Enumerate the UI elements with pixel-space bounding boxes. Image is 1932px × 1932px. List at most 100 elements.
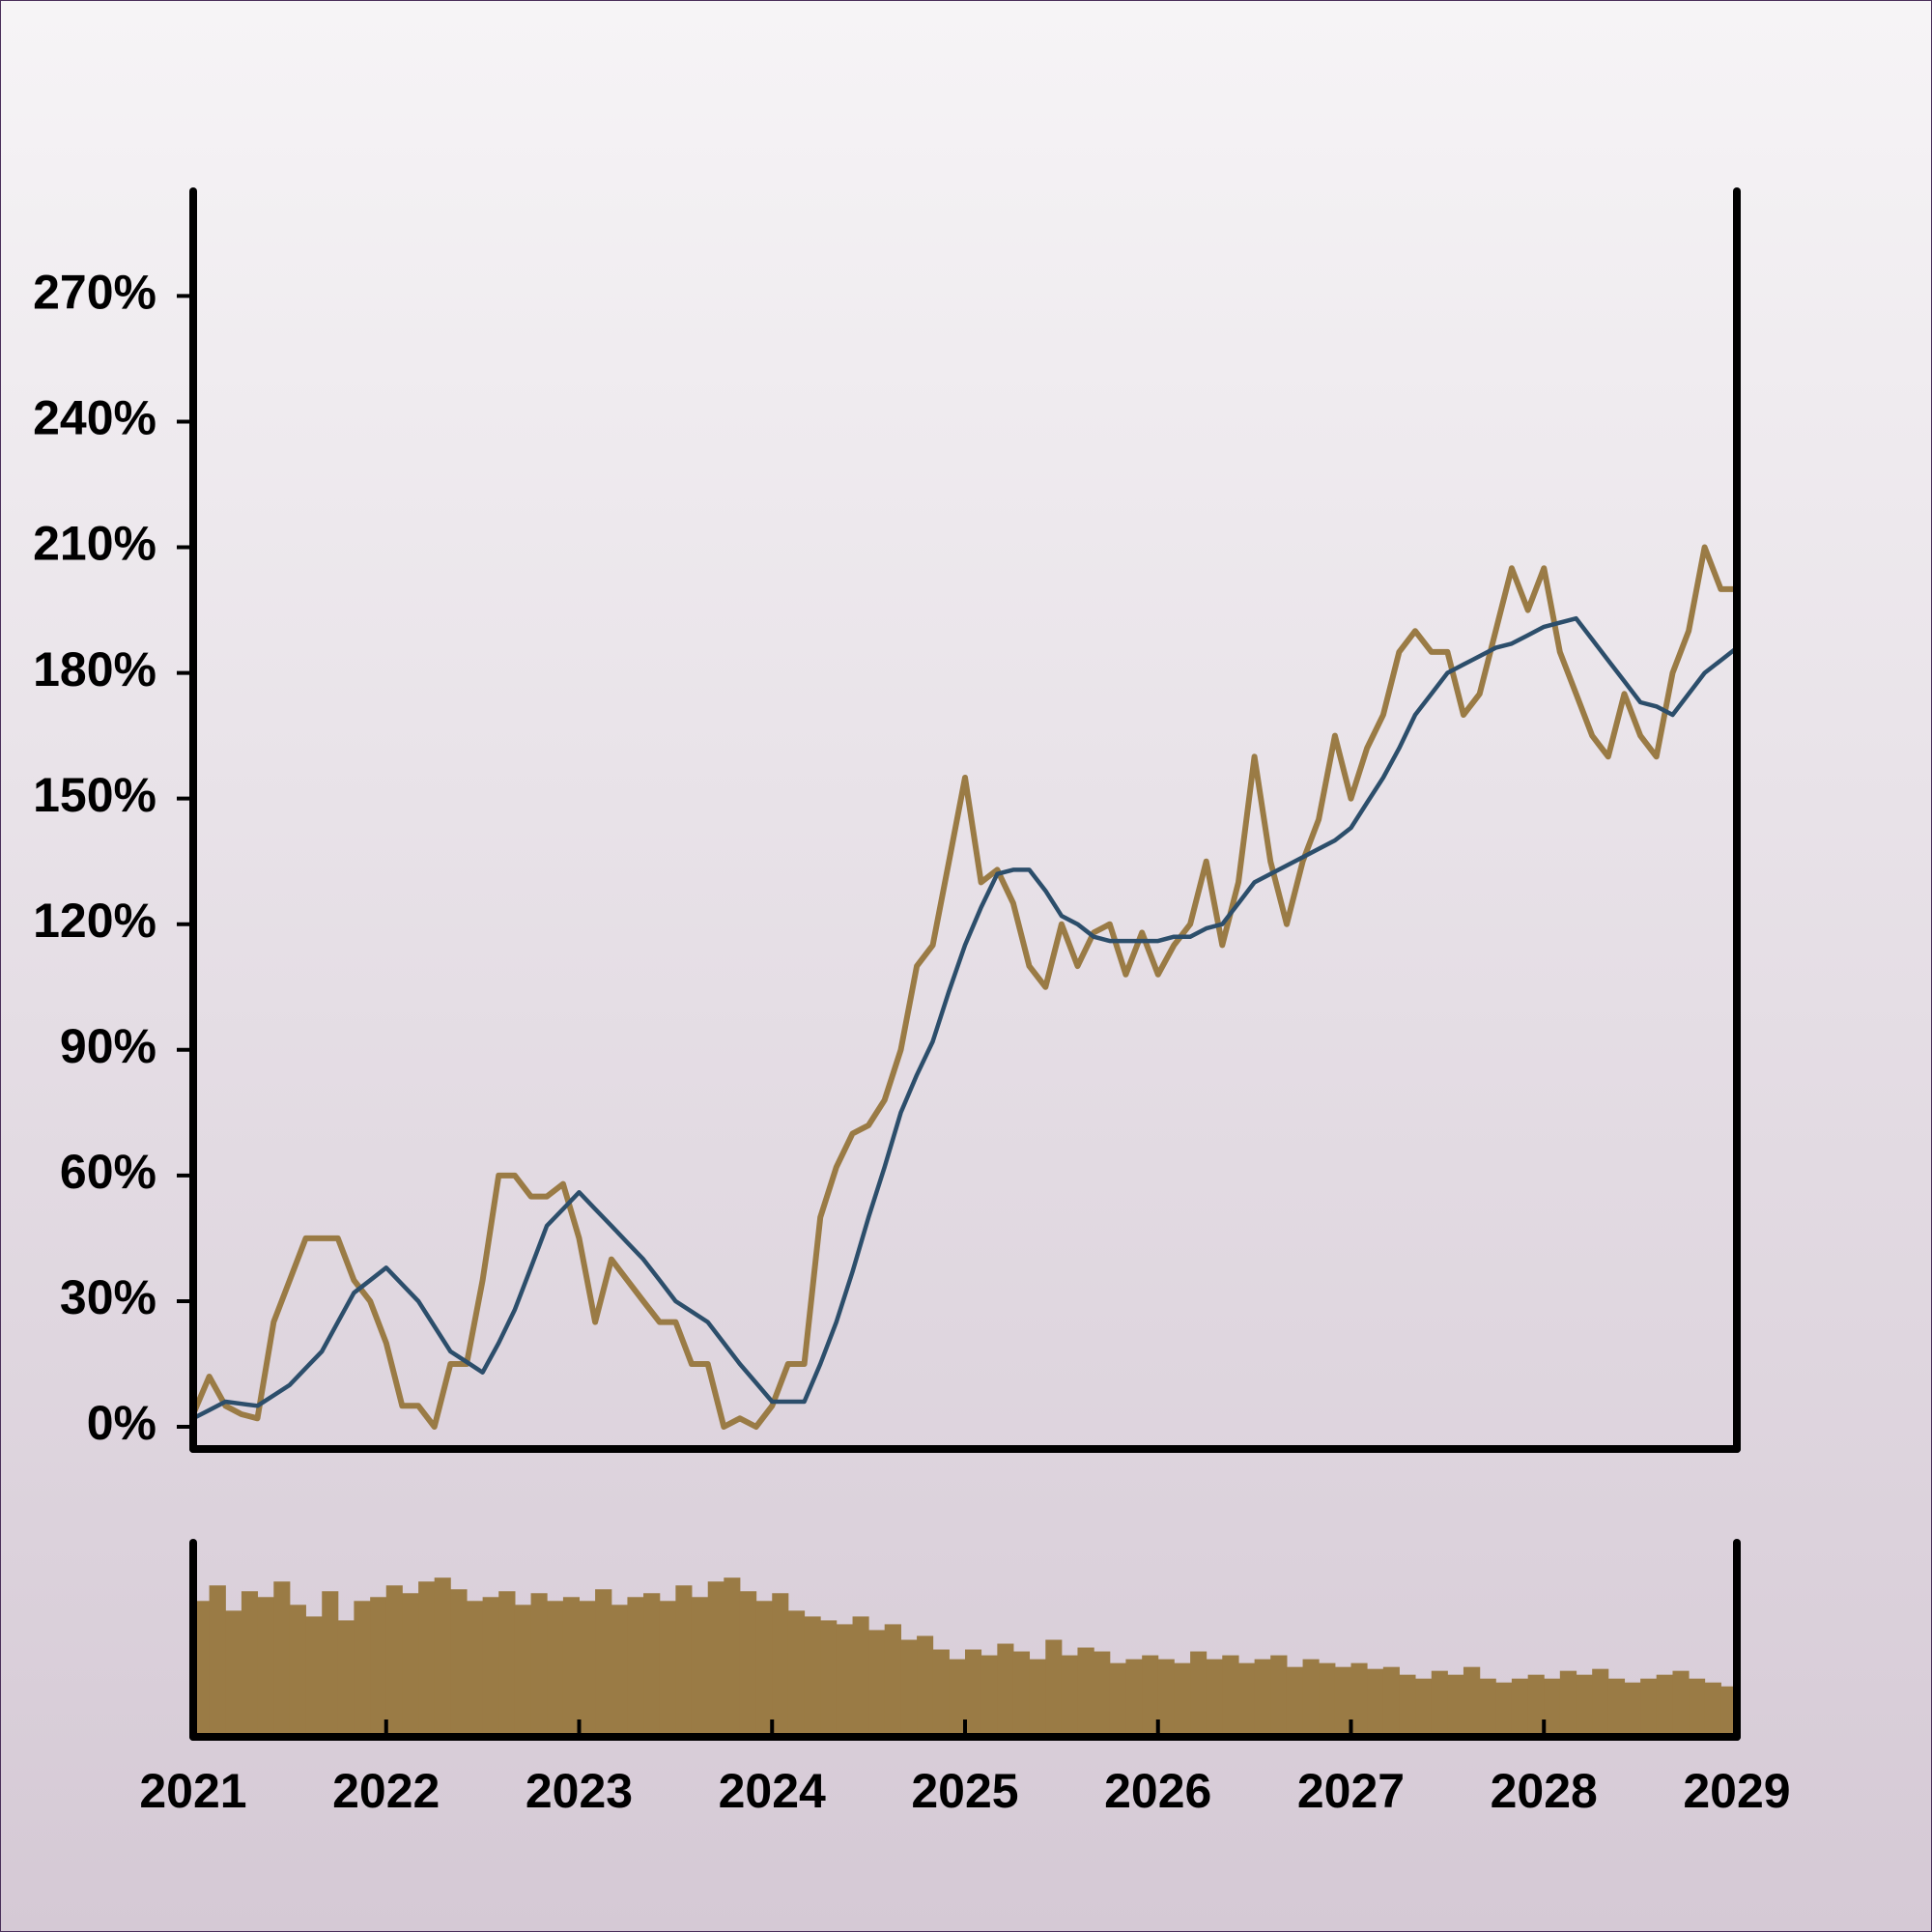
axes	[189, 187, 1741, 1741]
volume-bar	[1640, 1678, 1658, 1737]
volume-bar	[305, 1616, 323, 1737]
x-tick-label: 2028	[1491, 1764, 1598, 1818]
price-plot	[193, 544, 1737, 1430]
volume-bar	[1672, 1670, 1690, 1737]
x-tick-label: 2029	[1683, 1764, 1790, 1818]
volume-bar	[1656, 1674, 1673, 1737]
x-tick-label: 2024	[719, 1764, 826, 1818]
y-tick-label: 90%	[60, 1019, 156, 1073]
volume-bar	[1607, 1678, 1626, 1737]
volume-bar	[482, 1597, 499, 1737]
volume-bar	[852, 1616, 869, 1737]
y-tick-label: 0%	[87, 1396, 156, 1450]
x-tick-label: 2022	[332, 1764, 440, 1818]
volume-bar	[1479, 1678, 1496, 1737]
volume-bar	[547, 1601, 564, 1737]
volume-bar	[193, 1601, 211, 1737]
volume-bar	[1142, 1655, 1159, 1737]
volume-bar	[354, 1601, 371, 1737]
volume-bar	[514, 1605, 532, 1737]
volume-bar	[1367, 1668, 1384, 1737]
volume-bar	[467, 1601, 484, 1737]
volume-bar	[772, 1593, 789, 1737]
volume-bar	[257, 1597, 274, 1737]
volume-bar	[949, 1659, 966, 1737]
y-tick-label: 150%	[33, 768, 156, 822]
series-line	[193, 615, 1737, 1421]
y-tick-label: 210%	[33, 517, 156, 571]
volume-bar	[1190, 1651, 1208, 1737]
volume-bar	[562, 1597, 580, 1737]
y-tick-label: 240%	[33, 391, 156, 445]
volume-bar	[1045, 1639, 1063, 1737]
volume-bar	[980, 1655, 998, 1737]
volume-bar	[1270, 1655, 1288, 1737]
volume-bar	[385, 1585, 403, 1737]
volume-bar	[691, 1597, 709, 1737]
volume-bar	[418, 1581, 436, 1737]
volume-bar	[611, 1605, 628, 1737]
volume-bar	[820, 1620, 838, 1737]
volume-bar	[1382, 1666, 1400, 1737]
volume-bar	[1527, 1674, 1545, 1737]
volume-bar	[643, 1593, 661, 1737]
volume-bar	[932, 1649, 950, 1737]
volume-bar	[1704, 1682, 1721, 1737]
volume-bar	[1689, 1678, 1706, 1737]
y-tick-label: 180%	[33, 642, 156, 696]
volume-bar	[836, 1624, 854, 1737]
volume-bar	[1302, 1659, 1320, 1737]
volume-bar	[1206, 1659, 1223, 1737]
volume-bar	[1495, 1682, 1513, 1737]
volume-bar	[1029, 1659, 1046, 1737]
volume-bar	[370, 1597, 387, 1737]
volume-bar	[868, 1630, 886, 1737]
volume-bar	[530, 1593, 548, 1737]
y-tick-label: 60%	[60, 1145, 156, 1199]
volume-bar	[1399, 1674, 1416, 1737]
volume-bar	[1592, 1668, 1609, 1737]
volume-bar	[1544, 1678, 1561, 1737]
volume-bar	[498, 1591, 516, 1737]
volume-bar	[627, 1597, 644, 1737]
volume-bar	[675, 1585, 693, 1737]
volume-bar	[1334, 1666, 1351, 1737]
x-tick-label: 2023	[526, 1764, 633, 1818]
volume-bar	[900, 1639, 918, 1737]
volume-bar	[337, 1620, 355, 1737]
volume-bar	[322, 1591, 339, 1737]
volume-bar	[1012, 1651, 1031, 1737]
volume-bar	[724, 1577, 741, 1737]
x-tick-label: 2025	[911, 1764, 1018, 1818]
volume-bar	[579, 1601, 596, 1737]
x-tick-label: 2027	[1297, 1764, 1405, 1818]
volume-bar	[1077, 1647, 1094, 1737]
volume-bar	[289, 1605, 306, 1737]
volume-bar	[965, 1649, 982, 1737]
y-tick-label: 120%	[33, 894, 156, 948]
volume-bar	[402, 1593, 419, 1737]
volume-bar	[1157, 1659, 1175, 1737]
volume-bar	[1511, 1678, 1529, 1737]
y-tick-label: 270%	[33, 266, 156, 320]
x-tick-label: 2026	[1104, 1764, 1211, 1818]
y-tick-label: 30%	[60, 1270, 156, 1324]
volume-bar	[434, 1577, 451, 1737]
volume-bar	[1576, 1674, 1593, 1737]
series-line	[193, 544, 1737, 1430]
volume-bar	[273, 1581, 291, 1737]
volume-bar	[450, 1589, 468, 1737]
volume-bar	[1447, 1674, 1464, 1737]
volume-bar	[1174, 1662, 1191, 1737]
volume-bar	[1431, 1670, 1448, 1737]
volume-bar	[787, 1610, 806, 1737]
volume-bar	[209, 1585, 226, 1737]
volume-bar	[1094, 1651, 1111, 1737]
volume-bar	[1415, 1678, 1433, 1737]
volume-bar	[1350, 1662, 1368, 1737]
volume-bar	[804, 1616, 821, 1737]
volume-bar	[997, 1643, 1014, 1737]
volume-bar	[1624, 1682, 1641, 1737]
volume-bar	[1061, 1655, 1078, 1737]
